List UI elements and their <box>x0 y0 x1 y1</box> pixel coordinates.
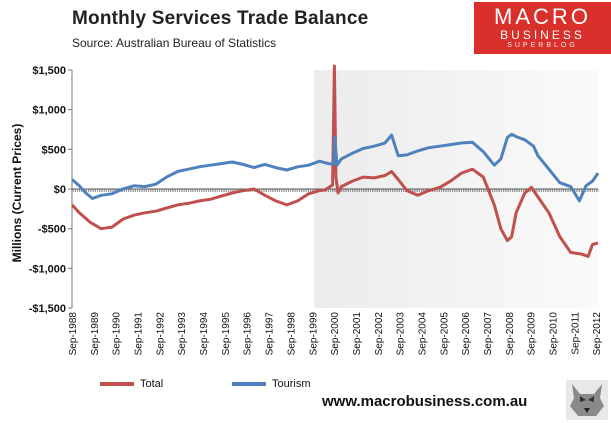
logo-line-1: MACRO <box>494 4 591 29</box>
legend-tourism-label: Tourism <box>272 378 311 390</box>
x-tick-label: Sep-2001 <box>352 312 363 356</box>
legend-total-label: Total <box>140 378 164 390</box>
x-tick-label: Sep-1997 <box>265 312 276 356</box>
x-tick-label: Sep-1996 <box>243 312 254 356</box>
y-tick-label: $1,500 <box>32 65 66 77</box>
chart-title: Monthly Services Trade Balance <box>72 8 369 29</box>
x-tick-label: Sep-2008 <box>505 312 516 356</box>
y-tick-label: $500 <box>42 144 66 156</box>
x-tick-label: Sep-2007 <box>483 312 494 356</box>
legend-total: Total <box>100 378 163 390</box>
x-tick-label: Sep-2002 <box>374 312 385 356</box>
x-tick-label: Sep-1995 <box>221 312 232 356</box>
y-tick-labels: $1,500 $1,000 $500 $0 -$500 -$1,000 -$1,500 <box>29 65 66 315</box>
legend-tourism-swatch <box>232 382 266 387</box>
x-tick-label: Sep-2012 <box>592 312 603 356</box>
x-tick-label: Sep-1992 <box>155 312 166 356</box>
x-tick-label: Sep-1993 <box>177 312 188 356</box>
x-tick-label: Sep-2006 <box>461 312 472 356</box>
x-tick-label: Sep-1994 <box>199 312 210 356</box>
x-tick-label: Sep-2011 <box>570 312 581 355</box>
x-tick-label: Sep-1990 <box>112 312 123 356</box>
logo-line-3: SUPERBLOG <box>507 42 578 49</box>
series-lines <box>70 64 600 258</box>
macrobusiness-logo: MACRO BUSINESS SUPERBLOG <box>474 2 611 54</box>
y-tick-label: $0 <box>54 184 66 196</box>
x-tick-label: Sep-2004 <box>417 312 428 356</box>
x-tick-label: Sep-1989 <box>90 312 101 356</box>
x-tick-label: Sep-1991 <box>134 312 145 356</box>
x-tick-labels: Sep-1988 Sep-1989 Sep-1990 Sep-1991 Sep-1992… <box>68 312 603 356</box>
y-tick-label: -$500 <box>38 224 66 236</box>
chart-source: Source: Australian Bureau of Statistics <box>72 36 277 50</box>
series-line-tourism <box>71 132 600 203</box>
x-tick-label: Sep-2009 <box>527 312 538 356</box>
legend-total-swatch <box>100 382 134 387</box>
series-line-total <box>70 64 599 258</box>
x-tick-label: Sep-2010 <box>549 312 560 356</box>
y-tick-label: -$1,500 <box>29 303 66 315</box>
x-tick-label: Sep-2003 <box>396 312 407 356</box>
logo-line-2: BUSINESS <box>500 28 585 42</box>
x-tick-label: Sep-1998 <box>286 312 297 356</box>
x-tick-label: Sep-1988 <box>68 312 79 356</box>
x-tick-label: Sep-1999 <box>308 312 319 356</box>
x-tick-label: Sep-2005 <box>439 312 450 356</box>
x-tick-label: Sep-2000 <box>330 312 341 356</box>
y-tick-label: $1,000 <box>32 105 66 117</box>
website-url: www.macrobusiness.com.au <box>322 393 528 410</box>
legend-tourism: Tourism <box>232 378 311 390</box>
y-tick-label: -$1,000 <box>29 263 66 275</box>
wolf-mascot-icon <box>566 380 608 420</box>
axes <box>68 69 599 309</box>
